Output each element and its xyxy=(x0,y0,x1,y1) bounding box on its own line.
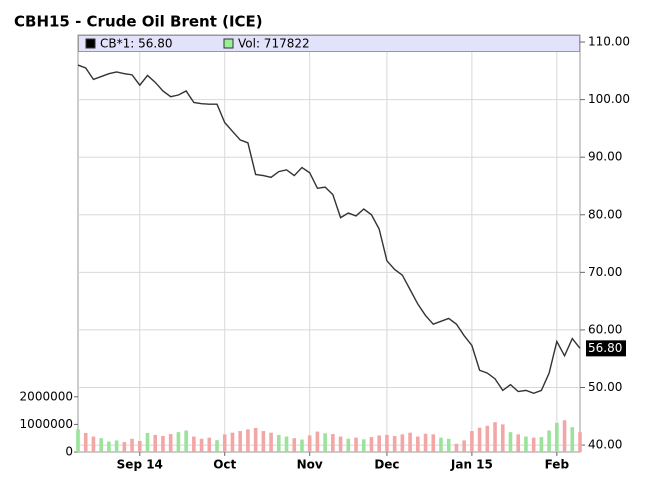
volume-bar xyxy=(385,434,389,452)
volume-bar xyxy=(377,435,381,452)
volume-bar xyxy=(222,434,227,452)
volume-bar xyxy=(338,436,343,452)
volume-bar xyxy=(516,434,521,452)
volume-bar xyxy=(192,436,196,452)
volume-bar xyxy=(145,432,150,452)
volume-bar xyxy=(269,432,273,452)
volume-bar xyxy=(207,437,212,452)
volume-bar xyxy=(439,437,443,452)
volume-bar xyxy=(346,438,351,452)
volume-bar xyxy=(76,429,80,452)
y2-tick-label: 60.00 xyxy=(588,322,622,336)
volume-bar xyxy=(246,429,250,452)
volume-bar xyxy=(261,431,266,452)
volume-bar xyxy=(83,432,88,452)
volume-bar xyxy=(99,438,103,452)
legend-label: Vol: 717822 xyxy=(238,37,310,51)
y2-tick-label: 70.00 xyxy=(588,265,622,279)
x-tick-label: Jan 15 xyxy=(450,458,493,472)
last-value-label: 56.80 xyxy=(588,341,622,355)
volume-bar xyxy=(423,433,428,452)
volume-bars xyxy=(76,420,582,452)
x-tick-label: Feb xyxy=(545,458,570,472)
volume-bar xyxy=(161,435,165,452)
x-tick-label: Oct xyxy=(213,458,236,472)
volume-bar xyxy=(277,434,281,452)
volume-bar xyxy=(253,427,258,452)
volume-bar xyxy=(570,427,575,452)
x-tick-label: Dec xyxy=(374,458,399,472)
volume-bar xyxy=(292,438,297,452)
volume-bar xyxy=(230,432,235,452)
plot-area xyxy=(77,34,581,453)
volume-bar xyxy=(176,432,181,452)
volume-bar xyxy=(392,435,397,452)
volume-bar xyxy=(307,435,312,452)
volume-bar xyxy=(524,436,528,452)
volume-bar xyxy=(199,438,204,452)
volume-bar xyxy=(184,430,188,452)
volume-bar xyxy=(400,434,405,452)
volume-bar xyxy=(130,438,134,452)
legend-bar xyxy=(78,35,580,52)
volume-bar xyxy=(284,436,289,452)
volume-bar xyxy=(168,434,173,452)
volume-bar xyxy=(493,422,497,452)
volume-bar xyxy=(531,437,536,452)
volume-bar xyxy=(315,431,320,452)
volume-bar xyxy=(477,427,482,452)
labels: 110.00 100.00 90.00 80.00 70.00 60.00 50.00 40.… xyxy=(20,35,630,472)
volume-bar xyxy=(369,437,374,452)
volume-bar xyxy=(153,434,158,452)
volume-bar xyxy=(107,441,111,452)
y-tick-label: 0 xyxy=(65,445,73,459)
grid xyxy=(74,41,585,456)
y2-tick-label: 40.00 xyxy=(588,438,622,452)
volume-bar xyxy=(547,430,551,452)
volume-bar xyxy=(431,434,436,452)
chart-title: CBH15 - Crude Oil Brent (ICE) xyxy=(14,13,263,31)
legend-swatch xyxy=(223,38,234,49)
y2-tick-label: 100.00 xyxy=(588,92,630,106)
volume-bar xyxy=(470,431,474,452)
volume-bar xyxy=(562,420,567,452)
volume-bar xyxy=(539,437,544,452)
volume-bar xyxy=(508,432,513,452)
price-line xyxy=(77,64,581,395)
volume-bar xyxy=(454,443,459,452)
price-line xyxy=(77,64,581,395)
volume-bar xyxy=(408,432,412,452)
volume-bar xyxy=(91,436,96,452)
volume-bar xyxy=(500,424,505,452)
y2-tick-label: 90.00 xyxy=(588,150,622,164)
volume-bar xyxy=(122,442,127,452)
volume-bar xyxy=(137,440,142,452)
legend-label: CB*1: 56.80 xyxy=(100,37,172,51)
y-tick-label: 1000000 xyxy=(20,417,73,431)
y-tick-label: 2000000 xyxy=(20,389,73,403)
volume-bar xyxy=(361,439,366,452)
legend-swatch xyxy=(85,38,96,49)
volume-bar xyxy=(446,438,451,452)
volume-bar xyxy=(114,440,119,452)
volume-bar xyxy=(354,437,358,452)
last-value-box xyxy=(586,340,626,357)
x-tick-label: Sep 14 xyxy=(117,458,163,472)
volume-bar xyxy=(578,432,582,452)
volume-bar xyxy=(485,425,490,452)
volume-bar xyxy=(323,433,327,452)
volume-bar xyxy=(416,436,420,452)
y2-tick-label: 50.00 xyxy=(588,380,622,394)
volume-bar xyxy=(331,434,335,452)
y2-tick-label: 80.00 xyxy=(588,207,622,221)
volume-bar xyxy=(300,439,304,452)
volume-bar xyxy=(555,422,559,452)
x-tick-label: Nov xyxy=(297,458,323,472)
volume-bar xyxy=(215,440,219,452)
volume-bar xyxy=(462,440,466,452)
y2-tick-label: 110.00 xyxy=(588,35,630,49)
volume-bar xyxy=(238,431,242,452)
